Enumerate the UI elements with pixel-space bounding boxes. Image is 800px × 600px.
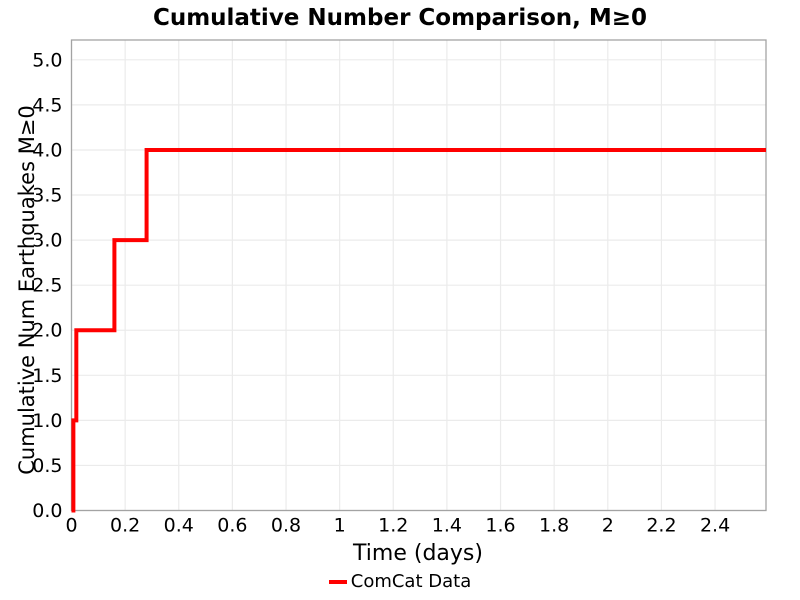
x-tick-label: 1.2 [378, 515, 408, 537]
y-tick-label: 0.0 [32, 500, 62, 522]
y-tick-label: 1.0 [32, 410, 62, 432]
y-tick-label: 3.0 [32, 230, 62, 252]
legend-series-label: ComCat Data [350, 571, 472, 592]
y-tick-label: 5.0 [32, 49, 62, 71]
legend-line-swatch [328, 579, 347, 584]
x-axis-label: Time (days) [353, 541, 483, 566]
x-tick-label: 1.6 [485, 515, 515, 537]
y-axis-label: Cumulative Num Earthquakes M≥0 [15, 105, 39, 475]
x-tick-label: 0.2 [110, 515, 140, 537]
chart-title: Cumulative Number Comparison, M≥0 [152, 5, 648, 31]
plot-frame [70, 39, 767, 512]
x-tick-label: 0 [65, 515, 77, 537]
y-tick-label: 3.5 [32, 185, 62, 207]
x-tick-label: 2.2 [646, 515, 676, 537]
legend: ComCat Data [0, 571, 800, 592]
y-tick-label: 1.5 [32, 365, 62, 387]
x-tick-label: 0.6 [217, 515, 247, 537]
y-tick-label: 2.5 [32, 275, 62, 297]
y-tick-label: 4.5 [32, 94, 62, 116]
data-line-comcat [71, 147, 766, 513]
x-tick-label: 2.4 [700, 515, 730, 537]
y-tick-label: 4.0 [32, 139, 62, 161]
x-tick-label: 2 [602, 515, 614, 537]
y-tick-label: 2.0 [32, 320, 62, 342]
x-tick-label: 1.8 [539, 515, 569, 537]
y-tick-label: 0.5 [32, 455, 62, 477]
x-tick-label: 0.8 [271, 515, 301, 537]
x-tick-label: 1 [334, 515, 346, 537]
x-tick-label: 1.4 [432, 515, 462, 537]
x-tick-label: 0.4 [164, 515, 194, 537]
